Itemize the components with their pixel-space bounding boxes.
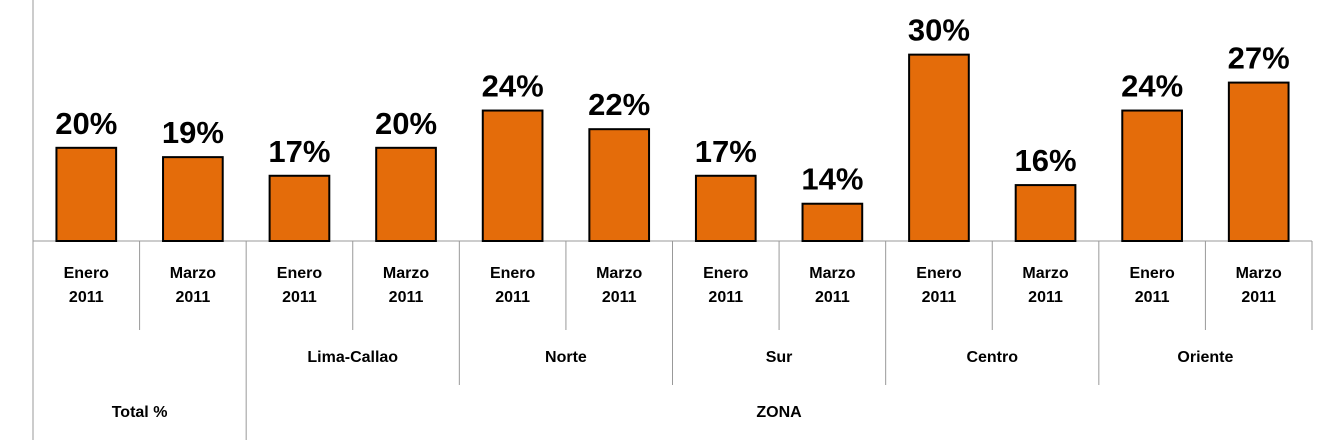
category-label: Marzo 2011 xyxy=(596,264,643,306)
category-label: Enero 2011 xyxy=(489,264,536,306)
bar xyxy=(1014,184,1077,243)
bar xyxy=(375,146,437,242)
value-label: 24% xyxy=(482,69,544,104)
bar xyxy=(694,174,757,242)
category-label: Marzo 2011 xyxy=(1022,264,1069,306)
bar xyxy=(268,174,331,242)
category-label: Marzo 2011 xyxy=(169,264,216,306)
bar xyxy=(908,53,970,242)
zone-label: Sur xyxy=(765,348,793,366)
category-label: Enero 2011 xyxy=(916,264,962,306)
group-label: Total % xyxy=(111,403,168,421)
group-label: ZONA xyxy=(756,403,802,421)
bar xyxy=(55,146,118,242)
bar xyxy=(588,128,651,243)
category-label: Enero 2011 xyxy=(1129,264,1175,306)
category-label: Marzo 2011 xyxy=(809,264,856,306)
value-label: 20% xyxy=(55,106,117,141)
value-label: 30% xyxy=(908,13,970,48)
value-label: 17% xyxy=(268,134,330,169)
value-label: 19% xyxy=(162,115,224,150)
value-label: 17% xyxy=(695,134,757,169)
value-label: 16% xyxy=(1015,143,1077,178)
value-label: 14% xyxy=(801,162,863,197)
category-label: Marzo 2011 xyxy=(382,264,430,306)
zone-label: Centro xyxy=(966,348,1019,366)
bar xyxy=(162,156,224,243)
bar xyxy=(1121,109,1183,242)
bar xyxy=(1227,81,1290,242)
category-label: Enero 2011 xyxy=(703,264,749,306)
category-label: Enero 2011 xyxy=(276,264,323,306)
category-label: Enero 2011 xyxy=(63,264,109,306)
zone-label: Lima-Callao xyxy=(307,348,399,366)
zone-label: Oriente xyxy=(1177,348,1234,366)
value-label: 20% xyxy=(375,106,437,141)
category-label: Marzo 2011 xyxy=(1235,264,1282,306)
zone-label xyxy=(33,330,246,385)
value-label: 24% xyxy=(1121,69,1183,104)
bar xyxy=(481,109,544,242)
zone-label: Norte xyxy=(545,348,587,366)
value-label: 27% xyxy=(1228,41,1290,76)
value-label: 22% xyxy=(588,87,650,122)
bar xyxy=(801,202,864,243)
